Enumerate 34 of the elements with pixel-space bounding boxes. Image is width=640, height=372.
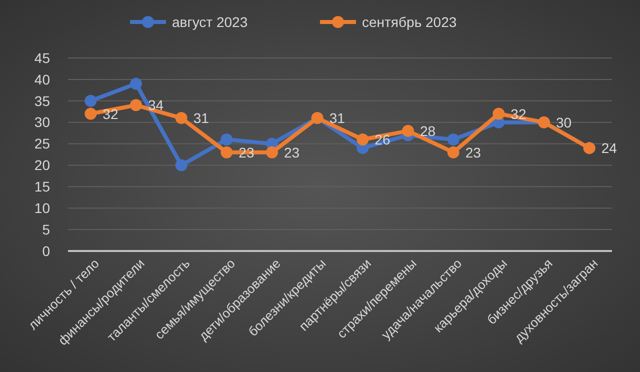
- point: [220, 146, 233, 158]
- y-tick-label: 35: [34, 92, 50, 109]
- data-label: 31: [329, 110, 346, 126]
- y-tick-label: 5: [42, 221, 50, 238]
- data-label: 26: [374, 131, 390, 148]
- point: [175, 112, 188, 124]
- point: [447, 133, 460, 146]
- point: [266, 146, 278, 158]
- legend-label: сентябрь 2023: [362, 14, 457, 30]
- data-label: 24: [601, 140, 618, 156]
- point: [175, 159, 188, 172]
- y-tick-label: 20: [34, 157, 50, 174]
- point: [356, 133, 369, 146]
- point: [130, 99, 142, 112]
- point: [402, 124, 414, 137]
- data-label: 30: [556, 114, 572, 130]
- y-tick-label: 0: [42, 242, 50, 259]
- y-tick-label: 40: [34, 71, 50, 88]
- point: [84, 108, 97, 120]
- point: [220, 133, 233, 146]
- y-tick-label: 30: [34, 114, 50, 130]
- y-tick-label: 25: [34, 136, 50, 152]
- y-tick-label: 45: [34, 50, 50, 66]
- point: [447, 146, 460, 158]
- data-label: 23: [465, 144, 482, 160]
- point: [492, 108, 505, 120]
- data-label: 28: [420, 122, 436, 139]
- point: [84, 94, 97, 107]
- y-tick-label: 10: [34, 200, 50, 216]
- data-label: 23: [284, 144, 300, 160]
- y-tick-label: 15: [34, 178, 50, 195]
- point: [130, 78, 142, 90]
- data-label: 31: [193, 110, 210, 126]
- legend-label: август 2023: [172, 14, 248, 30]
